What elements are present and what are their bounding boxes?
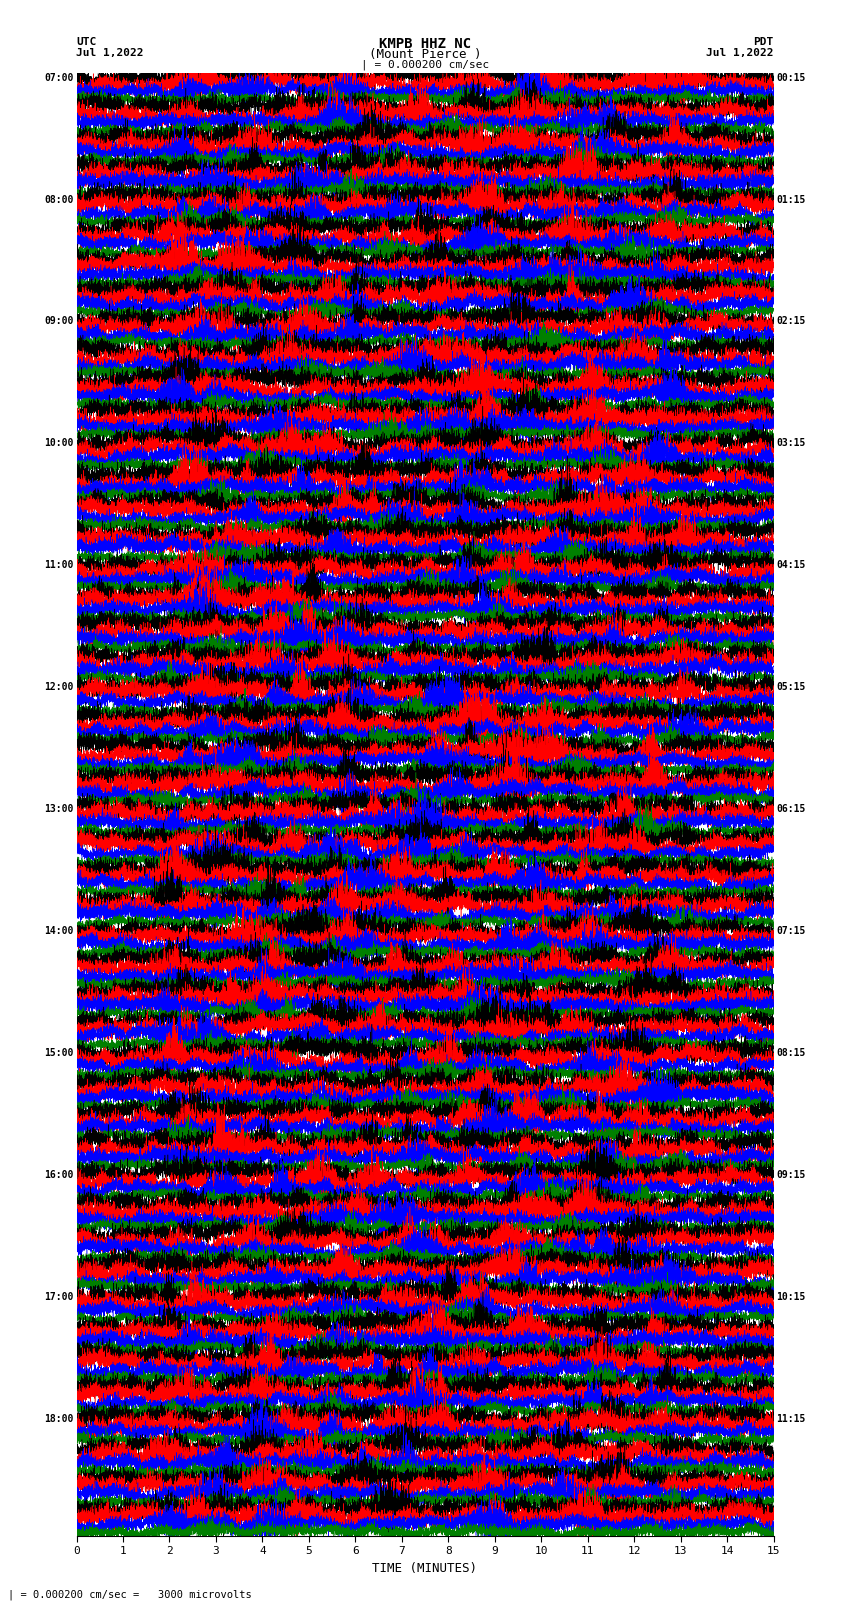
Text: 07:00: 07:00 <box>44 73 74 82</box>
Text: 07:15: 07:15 <box>776 926 806 936</box>
Text: 02:15: 02:15 <box>776 316 806 326</box>
Text: 13:00: 13:00 <box>44 805 74 815</box>
Text: 04:15: 04:15 <box>776 560 806 571</box>
Text: (Mount Pierce ): (Mount Pierce ) <box>369 48 481 61</box>
Text: 16:00: 16:00 <box>44 1169 74 1179</box>
Text: 09:15: 09:15 <box>776 1169 806 1179</box>
X-axis label: TIME (MINUTES): TIME (MINUTES) <box>372 1561 478 1574</box>
Text: 17:00: 17:00 <box>44 1292 74 1302</box>
Text: PDT: PDT <box>753 37 774 47</box>
Text: 15:00: 15:00 <box>44 1048 74 1058</box>
Text: 12:00: 12:00 <box>44 682 74 692</box>
Text: 10:00: 10:00 <box>44 439 74 448</box>
Text: KMPB HHZ NC: KMPB HHZ NC <box>379 37 471 52</box>
Text: 08:15: 08:15 <box>776 1048 806 1058</box>
Text: 11:15: 11:15 <box>776 1413 806 1424</box>
Text: 18:00: 18:00 <box>44 1413 74 1424</box>
Text: 00:15: 00:15 <box>776 73 806 82</box>
Text: UTC: UTC <box>76 37 97 47</box>
Text: | = 0.000200 cm/sec =   3000 microvolts: | = 0.000200 cm/sec = 3000 microvolts <box>8 1589 252 1600</box>
Text: 03:15: 03:15 <box>776 439 806 448</box>
Text: 05:15: 05:15 <box>776 682 806 692</box>
Text: Jul 1,2022: Jul 1,2022 <box>76 48 144 58</box>
Text: 06:15: 06:15 <box>776 805 806 815</box>
Text: 11:00: 11:00 <box>44 560 74 571</box>
Text: | = 0.000200 cm/sec: | = 0.000200 cm/sec <box>361 60 489 71</box>
Text: 08:00: 08:00 <box>44 195 74 205</box>
Text: 01:15: 01:15 <box>776 195 806 205</box>
Text: 10:15: 10:15 <box>776 1292 806 1302</box>
Text: 09:00: 09:00 <box>44 316 74 326</box>
Text: Jul 1,2022: Jul 1,2022 <box>706 48 774 58</box>
Text: 14:00: 14:00 <box>44 926 74 936</box>
